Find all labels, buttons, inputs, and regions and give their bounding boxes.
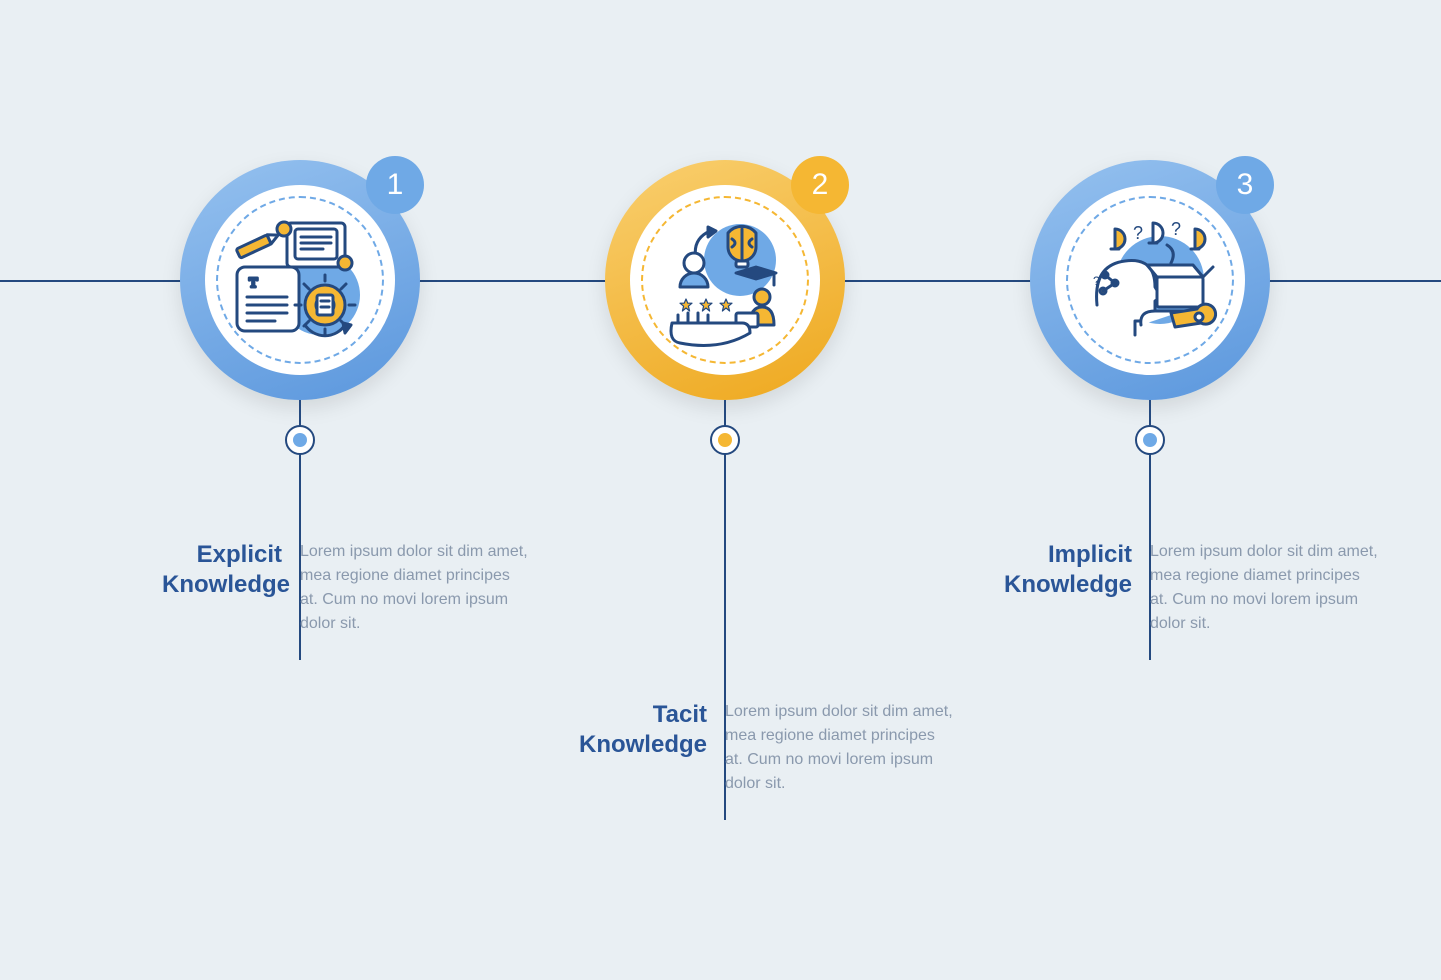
knowledge-node: ? ? ? 3: [1030, 160, 1270, 400]
node-inner: ? ? ?: [1055, 185, 1245, 375]
svg-text:?: ?: [1133, 223, 1143, 243]
connector-dot: [1135, 425, 1165, 455]
connector-dot-fill: [293, 433, 307, 447]
infographic-canvas: T 1Explicit KnowledgeLorem ipsum dolor s…: [0, 0, 1441, 980]
svg-text:?: ?: [1093, 274, 1100, 288]
node-inner: [630, 185, 820, 375]
svg-text:?: ?: [1171, 219, 1181, 239]
node-title: Tacit Knowledge: [572, 700, 707, 796]
node-illustration: T: [225, 205, 375, 355]
implicit-knowledge-icon: ? ? ?: [1075, 205, 1225, 355]
node-title: Explicit Knowledge: [162, 540, 282, 636]
step-number-badge: 1: [366, 156, 424, 214]
connector-dot: [710, 425, 740, 455]
node-illustration: ? ? ?: [1075, 205, 1225, 355]
connector-dot-fill: [718, 433, 732, 447]
explicit-knowledge-icon: T: [225, 205, 375, 355]
node-title: Implicit Knowledge: [1002, 540, 1132, 636]
node-illustration: [650, 205, 800, 355]
node-text-block: Explicit KnowledgeLorem ipsum dolor sit …: [162, 540, 530, 636]
connector-dot: [285, 425, 315, 455]
knowledge-node: 2: [605, 160, 845, 400]
step-number-badge: 3: [1216, 156, 1274, 214]
step-number-badge: 2: [791, 156, 849, 214]
node-body-text: Lorem ipsum dolor sit dim amet, mea regi…: [300, 540, 530, 636]
node-text-block: Tacit KnowledgeLorem ipsum dolor sit dim…: [572, 700, 955, 796]
node-body-text: Lorem ipsum dolor sit dim amet, mea regi…: [1150, 540, 1380, 636]
connector-dot-fill: [1143, 433, 1157, 447]
svg-text:T: T: [249, 276, 258, 291]
node-body-text: Lorem ipsum dolor sit dim amet, mea regi…: [725, 700, 955, 796]
node-text-block: Implicit KnowledgeLorem ipsum dolor sit …: [1002, 540, 1380, 636]
knowledge-node: T 1: [180, 160, 420, 400]
node-inner: T: [205, 185, 395, 375]
tacit-knowledge-icon: [650, 205, 800, 355]
